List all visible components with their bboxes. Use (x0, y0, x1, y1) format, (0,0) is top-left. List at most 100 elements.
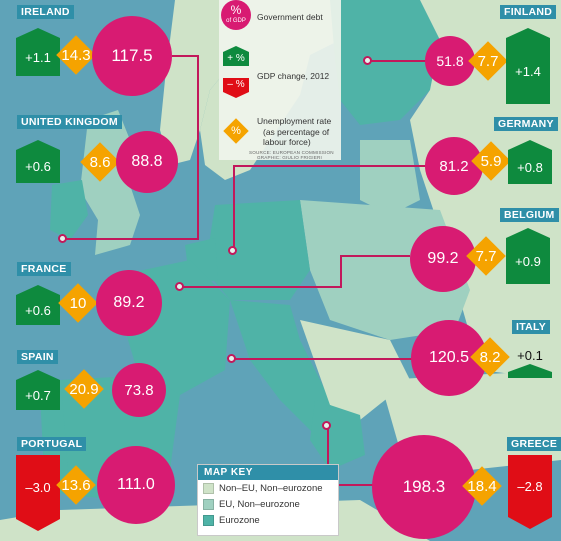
gdp-arrow-head (16, 285, 60, 295)
uk-unemployment: 8.6 (80, 142, 120, 182)
portugal-unemployment-value: 13.6 (61, 476, 91, 494)
belgium-dot (175, 282, 184, 291)
belgium-connector-h (180, 286, 340, 288)
legend-debt-label: Government debt (257, 12, 323, 22)
baltic-region (360, 140, 420, 215)
italy-label: ITALY (512, 320, 551, 334)
italy-unemployment-value: 8.2 (479, 348, 501, 366)
spain-label: SPAIN (17, 350, 58, 364)
italy-gdp-value: +0.1 (517, 347, 543, 363)
finland-region (330, 0, 440, 125)
belgium-unemployment: 7.7 (466, 236, 506, 276)
legend-unemployment-label-1: Unemployment rate (257, 116, 332, 126)
portugal-debt: 111.0 (97, 446, 175, 524)
legend-gdp-up-symbol: + % (223, 52, 249, 66)
italy-unemployment: 8.2 (470, 337, 510, 377)
germany-label: GERMANY (494, 117, 558, 131)
finland-debt-value: 51.8 (436, 53, 464, 69)
map-key-item: Non–EU, Non–eurozone (198, 480, 338, 496)
uk-label: UNITED KINGDOM (17, 115, 122, 129)
map-key-swatch (203, 482, 214, 494)
gdp-arrow-head (506, 228, 550, 238)
gdp-arrow-head (508, 364, 552, 372)
legend-unemployment-label-2: (as percentage of (263, 127, 330, 137)
uk-debt-value: 88.8 (131, 153, 163, 170)
greece-dot (322, 421, 331, 430)
germany-debt-value: 81.2 (439, 157, 469, 175)
spain-unemployment-value: 20.9 (69, 380, 99, 398)
germany-connector-h (233, 165, 428, 167)
finland-dot (363, 56, 372, 65)
ireland-gdp-arrow: +1.1 (16, 28, 60, 76)
france-debt: 89.2 (96, 270, 162, 336)
legend-unemployment-icon: % (223, 118, 249, 144)
finland-connector (368, 60, 428, 62)
map-key-label: Non–EU, Non–eurozone (219, 482, 323, 494)
germany-debt: 81.2 (425, 137, 483, 195)
gdp-arrow-bar (508, 372, 552, 378)
uk-unemployment-value: 8.6 (89, 153, 111, 171)
greece-gdp-arrow: –2.8 (508, 455, 552, 529)
spain-debt: 73.8 (112, 363, 166, 417)
gdp-arrow-head (16, 370, 60, 380)
greece-connector-v (327, 426, 329, 486)
gdp-arrow-head (16, 28, 60, 38)
france-label: FRANCE (17, 262, 71, 276)
germany-gdp-arrow: +0.8 (508, 140, 552, 184)
france-unemployment-value: 10 (69, 294, 87, 312)
map-key-label: EU, Non–eurozone (219, 498, 300, 510)
ireland-label: IRELAND (17, 5, 74, 19)
ireland-connector-h (65, 238, 197, 240)
germany-connector-v (233, 165, 235, 250)
ireland-gdp-value: +1.1 (16, 38, 60, 76)
portugal-debt-value: 111.0 (117, 476, 155, 493)
finland-label: FINLAND (500, 5, 557, 19)
greece-region (310, 400, 365, 470)
gdp-arrow-head (16, 140, 60, 150)
finland-debt: 51.8 (425, 36, 475, 86)
legend-gdp-down-icon: – % (223, 78, 249, 98)
legend-source: SOURCE: EUROPEAN COMMISSION (249, 150, 334, 155)
italy-debt-value: 120.5 (428, 349, 470, 366)
finland-gdp-arrow: +1.4 (506, 28, 550, 104)
germany-unemployment-value: 5.9 (480, 152, 502, 170)
germany-unemployment: 5.9 (471, 141, 511, 181)
italy-connector (232, 358, 412, 360)
legend-graphic-credit: GRAPHIC: GIULIO FRIGIERI (257, 155, 323, 160)
uk-gdp-arrow: +0.6 (16, 140, 60, 183)
belgium-gdp-value: +0.9 (506, 238, 550, 284)
ireland-unemployment: 14.3 (56, 35, 96, 75)
greece-gdp-value: –2.8 (508, 455, 552, 517)
greece-debt-value: 198.3 (402, 477, 446, 496)
finland-unemployment-value: 7.7 (477, 52, 499, 70)
spain-unemployment: 20.9 (64, 369, 104, 409)
finland-unemployment: 7.7 (468, 41, 508, 81)
map-key-item: EU, Non–eurozone (198, 496, 338, 512)
gdp-arrow-head (508, 517, 552, 529)
map-key-item: Eurozone (198, 512, 338, 528)
france-debt-value: 89.2 (113, 294, 145, 311)
spain-gdp-arrow: +0.7 (16, 370, 60, 410)
france-gdp-value: +0.6 (16, 295, 60, 325)
portugal-gdp-value: –3.0 (16, 455, 60, 519)
legend-debt-percent: % (230, 3, 242, 17)
belgium-label: BELGIUM (500, 208, 559, 222)
gdp-arrow-head (16, 519, 60, 531)
map-key: MAP KEY Non–EU, Non–eurozone EU, Non–eur… (197, 464, 339, 536)
greece-debt: 198.3 (372, 435, 476, 539)
map-key-swatch (203, 514, 214, 526)
ireland-dot (58, 234, 67, 243)
spain-gdp-value: +0.7 (16, 380, 60, 410)
finland-gdp-value: +1.4 (506, 38, 550, 104)
legend-gdp-label: GDP change, 2012 (257, 71, 330, 81)
ireland-connector-top (172, 55, 199, 57)
legend-debt-symbol: % of GDP (221, 0, 251, 30)
legend-unemployment-symbol: % (231, 125, 241, 137)
portugal-unemployment: 13.6 (56, 465, 96, 505)
ireland-debt-value: 117.5 (111, 46, 153, 65)
belgium-gdp-arrow: +0.9 (506, 228, 550, 284)
greece-connector-h (327, 484, 377, 486)
belgium-unemployment-value: 7.7 (475, 247, 497, 265)
portugal-gdp-arrow: –3.0 (16, 455, 60, 531)
